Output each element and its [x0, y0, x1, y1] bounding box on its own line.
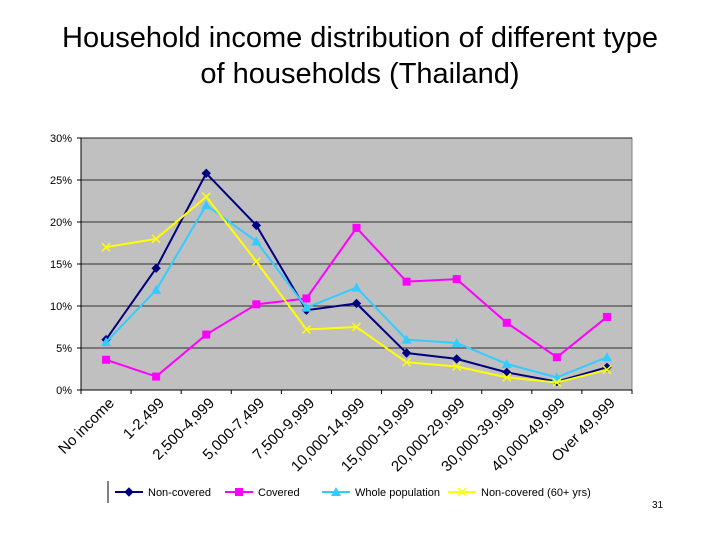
x-tick-label: 1-2,499 — [120, 395, 168, 443]
data-point-non-covered — [201, 168, 211, 178]
data-point-non-covered-60-yrs — [351, 322, 362, 332]
legend-marker-covered — [235, 488, 243, 496]
y-tick-label: 10% — [50, 301, 72, 313]
y-tick-label: 5% — [56, 343, 72, 355]
y-tick-label: 25% — [50, 175, 72, 187]
legend-label-non-covered: Non-covered — [148, 487, 211, 499]
data-point-whole-population — [151, 285, 162, 295]
data-point-covered — [202, 330, 211, 339]
data-point-non-covered — [451, 354, 462, 364]
data-point-whole-population — [451, 337, 462, 347]
legend-marker-whole-population — [331, 487, 341, 496]
legend-label-non-covered-60-yrs: Non-covered (60+ yrs) — [481, 487, 591, 499]
data-point-whole-population — [501, 358, 512, 368]
data-point-non-covered-60-yrs — [452, 361, 462, 372]
data-point-covered — [502, 318, 511, 327]
legend-label-whole-population: Whole population — [355, 487, 440, 499]
slide-number: 31 — [652, 500, 664, 511]
data-point-covered — [552, 353, 561, 362]
data-point-covered — [352, 223, 361, 232]
data-point-whole-population — [351, 282, 362, 292]
y-tick-label: 30% — [50, 133, 72, 145]
data-point-covered — [452, 275, 461, 284]
data-point-whole-population — [101, 337, 112, 347]
y-tick-label: 15% — [50, 259, 72, 271]
legend-marker-non-covered-60-yrs — [457, 487, 467, 497]
data-point-whole-population — [251, 236, 262, 246]
data-point-non-covered — [401, 348, 412, 358]
data-point-non-covered-60-yrs — [502, 372, 512, 382]
data-point-whole-population — [601, 352, 612, 362]
data-point-non-covered-60-yrs — [301, 324, 311, 335]
data-point-non-covered-60-yrs — [101, 242, 111, 252]
data-point-non-covered-60-yrs — [201, 192, 211, 202]
chart-title: Household income distribution of differe… — [62, 22, 658, 90]
data-point-covered — [152, 372, 161, 381]
y-tick-label: 0% — [56, 385, 72, 397]
x-tick-label: No income — [55, 395, 118, 458]
data-point-whole-population — [301, 302, 312, 312]
data-point-non-covered-60-yrs — [552, 377, 562, 387]
data-point-covered — [402, 277, 411, 286]
data-point-whole-population — [201, 200, 212, 210]
data-point-covered — [602, 312, 611, 321]
legend-label-covered: Covered — [258, 487, 300, 499]
data-point-covered — [102, 355, 111, 364]
data-point-non-covered — [251, 220, 262, 231]
legend-marker-non-covered — [124, 487, 134, 497]
data-point-non-covered-60-yrs — [151, 234, 161, 244]
data-point-covered — [302, 294, 311, 303]
data-point-non-covered-60-yrs — [251, 256, 261, 267]
data-point-non-covered-60-yrs — [402, 357, 412, 367]
data-point-non-covered-60-yrs — [602, 365, 612, 375]
y-tick-label: 20% — [50, 217, 72, 229]
data-point-non-covered — [351, 298, 362, 309]
data-point-covered — [252, 300, 261, 309]
data-point-non-covered — [151, 263, 161, 273]
data-point-whole-population — [401, 334, 412, 344]
